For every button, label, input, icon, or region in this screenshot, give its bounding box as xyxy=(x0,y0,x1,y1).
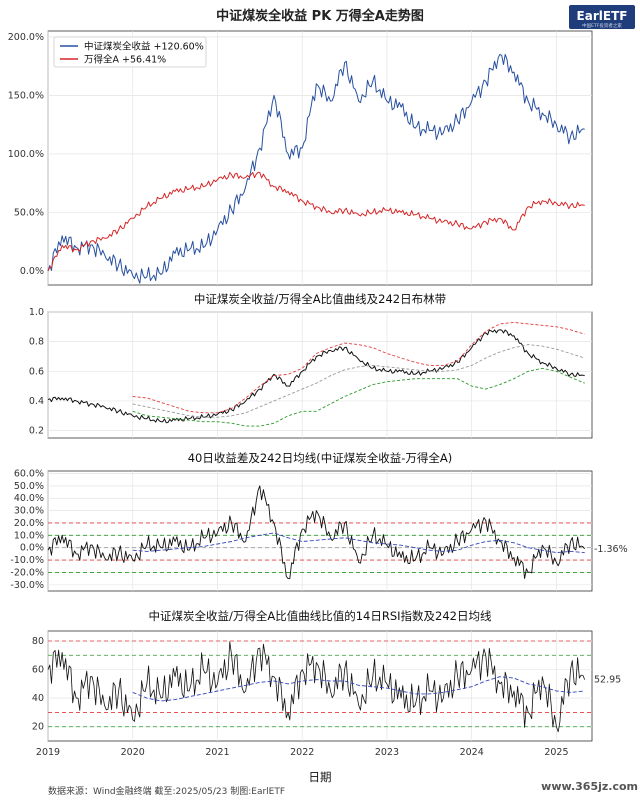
page-title: 中证煤炭全收益 PK 万得全A走势图 xyxy=(216,8,424,24)
y-tick-label: 10.0% xyxy=(14,530,44,541)
logo-box xyxy=(569,5,635,29)
chart-panels: 0.0%50.0%100.0%150.0%200.0%中证煤炭全收益 +120.… xyxy=(8,30,628,758)
y-tick-label: 1.0 xyxy=(29,307,44,318)
panel-4: 中证煤炭全收益/万得全A比值曲线比值的14日RSI指数及242日均线 20 40 60… xyxy=(32,609,621,758)
panel-title: 中证煤炭全收益/万得全A比值曲线及242日布林带 xyxy=(194,292,446,306)
y-tick-label: 0.0% xyxy=(20,543,44,554)
y-tick-label: 0.4 xyxy=(29,396,44,407)
y-tick-label: 100.0% xyxy=(8,149,44,160)
x-axis-label: 日期 xyxy=(309,770,332,784)
y-tick-label: 50.0% xyxy=(14,481,44,492)
legend: 中证煤炭全收益 +120.60%万得全A +56.41% xyxy=(53,36,207,68)
series-line-1 xyxy=(47,329,585,424)
series-line-1 xyxy=(47,641,586,733)
series-line-2 xyxy=(132,532,585,554)
end-value-label: -1.36% xyxy=(594,544,628,555)
y-tick-label: 80 xyxy=(32,636,44,647)
y-tick-label: 40 xyxy=(32,693,44,704)
plot-frame xyxy=(47,630,593,742)
series-line-2 xyxy=(132,321,585,414)
y-tick-label: 150.0% xyxy=(8,90,44,101)
y-tick-label: -30.0% xyxy=(10,580,44,591)
y-tick-label: 30.0% xyxy=(14,506,44,517)
x-tick-label: 2021 xyxy=(205,747,229,758)
watermark: www.365jz.com xyxy=(541,780,638,793)
series-line-2 xyxy=(47,171,585,272)
x-tick-label: 2024 xyxy=(460,747,484,758)
logo: EarlETF 中国ETF投资者之家 xyxy=(569,5,635,29)
end-value-label: 52.95 xyxy=(594,675,621,686)
y-tick-label: 40.0% xyxy=(14,493,44,504)
panel-1: 0.0% 50.0% 100.0% 150.0% 200.0% 中证煤炭全收益 +120.… xyxy=(8,30,593,286)
y-tick-label: 20.0% xyxy=(14,518,44,529)
logo-text: EarlETF xyxy=(577,9,628,23)
x-tick-label: 2023 xyxy=(375,747,399,758)
y-tick-label: 200.0% xyxy=(8,32,44,43)
x-tick-label: 2022 xyxy=(290,747,314,758)
y-tick-label: 0.0% xyxy=(20,266,44,277)
plot-frame xyxy=(47,30,593,286)
y-tick-label: 0.8 xyxy=(29,337,44,348)
series-line-3 xyxy=(132,344,585,418)
panel-title: 40日收益差及242日均线(中证煤炭全收益-万得全A) xyxy=(188,451,453,465)
series-line-1 xyxy=(47,53,585,284)
y-tick-label: 50.0% xyxy=(14,207,44,218)
panel-2: 中证煤炭全收益/万得全A比值曲线及242日布林带 0.2 0.4 0.6 0.8 1.0 xyxy=(29,292,593,439)
x-tick-label: 2020 xyxy=(121,747,145,758)
series-line-4 xyxy=(132,367,585,427)
x-tick-label: 2025 xyxy=(544,747,568,758)
panel-3: 40日收益差及242日均线(中证煤炭全收益-万得全A)-30.0%-20.0%-… xyxy=(10,451,628,592)
y-tick-label: -20.0% xyxy=(10,567,44,578)
y-tick-label: 60.0% xyxy=(14,468,44,479)
y-tick-label: 0.2 xyxy=(29,426,44,437)
panel-title: 中证煤炭全收益/万得全A比值曲线比值的14日RSI指数及242日均线 xyxy=(148,609,492,623)
y-tick-label: -10.0% xyxy=(10,555,44,566)
y-tick-label: 0.6 xyxy=(29,366,44,377)
series-line-1 xyxy=(47,485,586,580)
y-tick-label: 60 xyxy=(32,665,44,676)
legend-box xyxy=(53,36,207,68)
plot-frame xyxy=(47,470,593,592)
x-tick-label: 2019 xyxy=(36,747,60,758)
y-tick-label: 20 xyxy=(32,722,44,733)
series-line-2 xyxy=(132,676,585,702)
plot-frame xyxy=(47,311,593,439)
logo-sub: 中国ETF投资者之家 xyxy=(582,22,622,29)
legend-entry: 万得全A +56.41% xyxy=(84,54,166,66)
legend-entry: 中证煤炭全收益 +120.60% xyxy=(84,41,204,53)
footer-source: 数据来源：Wind金融终端 截至:2025/05/23 制图:EarlETF xyxy=(48,785,285,797)
